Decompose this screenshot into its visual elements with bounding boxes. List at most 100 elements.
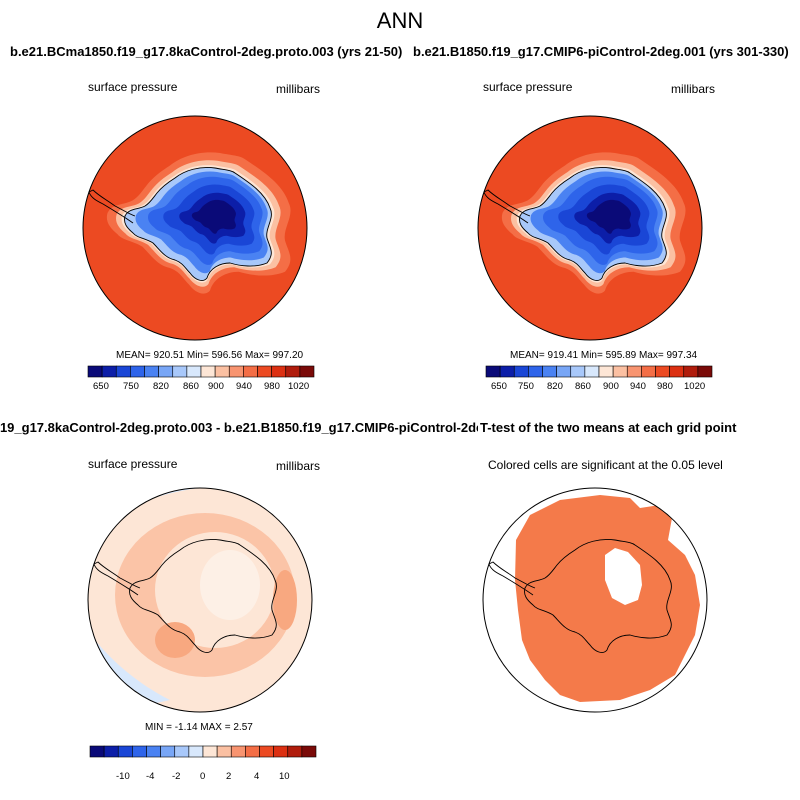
panel3-title: .f19_g17.8kaControl-2deg.proto.003 - b.e… <box>0 420 517 435</box>
colorbar-swatch <box>245 745 260 758</box>
colorbar-swatch <box>160 745 176 758</box>
panel2-title: b.e21.B1850.f19_g17.CMIP6-piControl-2deg… <box>413 44 789 59</box>
cbar1-tick: 1020 <box>288 381 310 392</box>
colorbar-swatch <box>174 745 190 758</box>
colorbar-swatch <box>132 745 147 758</box>
colorbar-swatch <box>259 745 274 758</box>
panel3-map-border <box>87 487 313 713</box>
main-title: ANN <box>376 8 424 33</box>
cbar2-tick: 1020 <box>684 381 706 392</box>
colorbar-swatch <box>130 365 145 378</box>
colorbar-swatch <box>101 365 117 378</box>
colorbar-swatch <box>528 365 543 378</box>
panel3-left-label: surface pressure <box>88 457 178 471</box>
panel2-stats: MEAN= 919.41 Min= 595.89 Max= 997.34 <box>510 350 698 361</box>
cbar1-tick: 860 <box>183 381 199 392</box>
colorbar-swatch <box>202 745 218 758</box>
panel3-stats: MIN = -1.14 MAX = 2.57 <box>145 722 253 733</box>
cbar1-tick: 980 <box>264 381 280 392</box>
colorbar-swatch <box>301 745 317 758</box>
panel3-map <box>87 487 313 713</box>
cbar3-tick: -10 <box>116 771 130 782</box>
panel4-map-border <box>482 487 708 713</box>
colorbar-swatch <box>285 365 301 378</box>
colorbar-swatch <box>144 365 159 378</box>
cbar2-tick: 980 <box>657 381 673 392</box>
colorbar-swatch <box>200 365 216 378</box>
cbar2-tick: 900 <box>603 381 619 392</box>
cbar2-tick: 940 <box>630 381 646 392</box>
panel1-map-border <box>82 115 308 341</box>
cbar2-tick: 820 <box>547 381 563 392</box>
cbar1-tick: 900 <box>208 381 224 392</box>
panel4-title: T-test of the two means at each grid poi… <box>478 420 737 435</box>
cbar1-tick: 650 <box>93 381 109 392</box>
panel4-subtitle: Colored cells are significant at the 0.0… <box>488 458 723 472</box>
colorbar-swatch <box>683 365 699 378</box>
cbar2-tick: 750 <box>518 381 534 392</box>
panel2-map <box>477 115 703 341</box>
colorbar-swatch <box>641 365 656 378</box>
panel1-colorbar <box>87 365 315 378</box>
cbar3-tick: -2 <box>172 771 181 782</box>
panel1-stats: MEAN= 920.51 Min= 596.56 Max= 997.20 <box>116 350 304 361</box>
colorbar-swatch <box>287 745 303 758</box>
cbar3-tick: 2 <box>226 771 232 782</box>
colorbar-swatch <box>626 365 642 378</box>
panel4-significant-region <box>515 495 700 702</box>
colorbar-swatch <box>216 745 232 758</box>
cbar3-tick: 10 <box>279 771 290 782</box>
panel1-title: b.e21.BCma1850.f19_g17.8kaControl-2deg.p… <box>10 44 403 59</box>
colorbar-swatch <box>87 365 103 378</box>
cbar1-tick: 940 <box>236 381 252 392</box>
colorbar-swatch <box>230 745 246 758</box>
cbar1-tick: 820 <box>153 381 169 392</box>
colorbar-swatch <box>273 745 289 758</box>
colorbar-swatch <box>172 365 188 378</box>
cbar1-tick: 750 <box>123 381 139 392</box>
panel2-map-border <box>477 115 703 341</box>
colorbar-swatch <box>103 745 119 758</box>
colorbar-swatch <box>271 365 287 378</box>
panel4-insignificant-region <box>605 548 642 605</box>
colorbar-swatch <box>146 745 161 758</box>
colorbar-swatch <box>186 365 202 378</box>
panel3-right-label: millibars <box>276 459 321 473</box>
colorbar-swatch <box>697 365 713 378</box>
colorbar-swatch <box>299 365 315 378</box>
colorbar-swatch <box>117 745 133 758</box>
panel2-right-label: millibars <box>671 82 716 96</box>
colorbar-swatch <box>542 365 557 378</box>
colorbar-swatch <box>499 365 515 378</box>
colorbar-swatch <box>115 365 131 378</box>
cbar2-tick: 650 <box>491 381 507 392</box>
colorbar-swatch <box>485 365 501 378</box>
colorbar-swatch <box>556 365 572 378</box>
cbar2-tick: 860 <box>575 381 591 392</box>
panel2-colorbar <box>485 365 713 378</box>
colorbar-swatch <box>158 365 174 378</box>
colorbar-swatch <box>257 365 272 378</box>
colorbar-swatch <box>570 365 586 378</box>
panel1-left-label: surface pressure <box>88 80 178 94</box>
panel3-colorbar <box>89 745 317 758</box>
colorbar-swatch <box>214 365 230 378</box>
colorbar-swatch <box>513 365 529 378</box>
colorbar-swatch <box>89 745 105 758</box>
colorbar-swatch <box>655 365 670 378</box>
colorbar-swatch <box>669 365 685 378</box>
colorbar-swatch <box>598 365 614 378</box>
colorbar-swatch <box>188 745 204 758</box>
cbar3-tick: 0 <box>200 771 206 782</box>
panel1-map <box>82 115 308 341</box>
colorbar-swatch <box>243 365 258 378</box>
panel4-map <box>482 487 708 713</box>
cbar3-tick: -4 <box>146 771 155 782</box>
colorbar-swatch <box>612 365 628 378</box>
panel2-left-label: surface pressure <box>483 80 573 94</box>
colorbar-swatch <box>584 365 600 378</box>
cbar3-tick: 4 <box>254 771 260 782</box>
panel1-right-label: millibars <box>276 82 321 96</box>
colorbar-swatch <box>228 365 244 378</box>
